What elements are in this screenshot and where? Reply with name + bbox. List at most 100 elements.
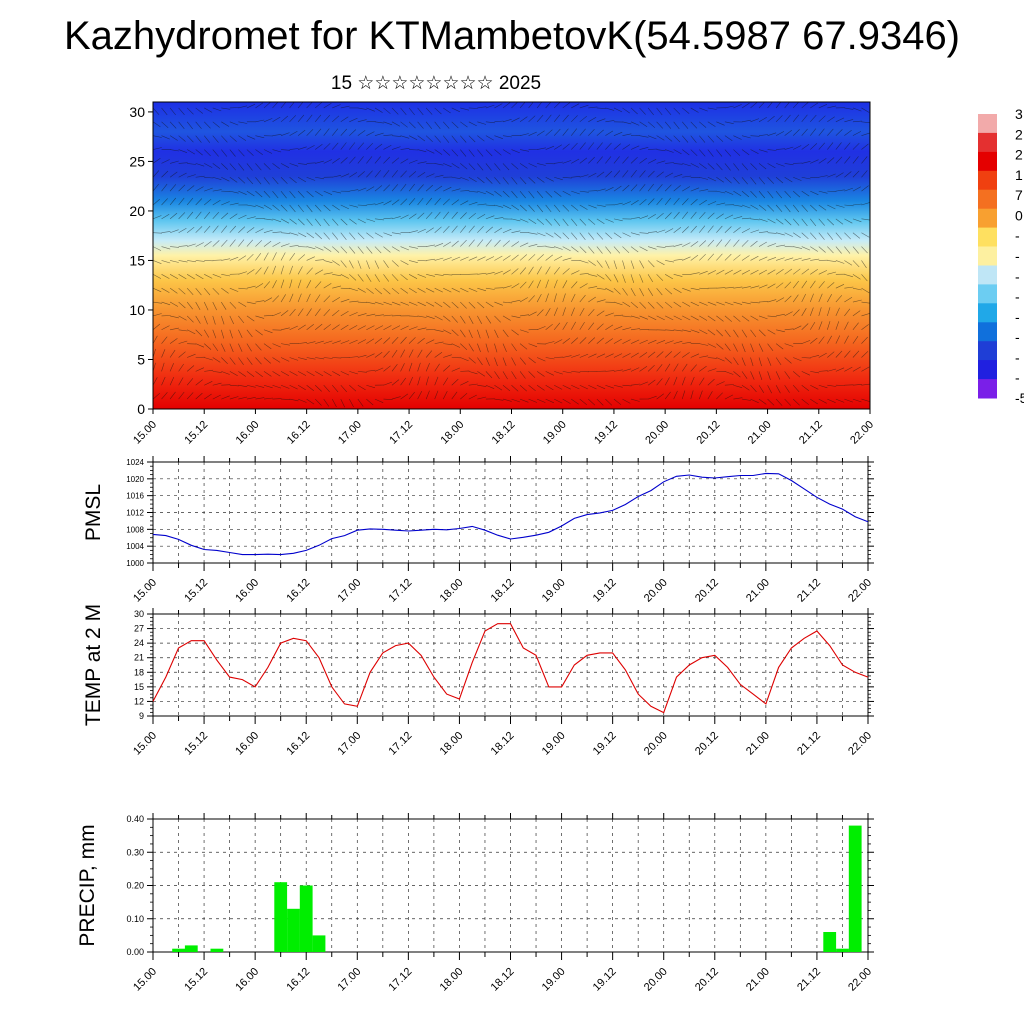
y-tick-label: 21 <box>134 653 144 663</box>
x-tick-label: 15.12 <box>182 966 210 994</box>
pmsl-panel: 1000 1004 1008 1012 1016 1020 1024 15.00 15.12 16… <box>82 456 874 605</box>
colorbar-label: - <box>1015 329 1020 345</box>
grid <box>152 461 869 564</box>
heatmap-x-tick-label: 18.00 <box>438 419 466 447</box>
y-tick-label: 27 <box>134 624 144 634</box>
precip-bar <box>287 908 300 952</box>
series-line <box>152 472 869 556</box>
heatmap-x-tick-label: 16.12 <box>285 419 313 447</box>
colorbar-label: 7 <box>1015 187 1023 203</box>
x-tick-label: 18.12 <box>489 577 517 605</box>
colorbar-label: - <box>1015 309 1020 325</box>
x-tick-label: 21.12 <box>795 577 823 605</box>
precip-bar <box>274 882 288 952</box>
page-title: Kazhydromet for KTMambetovK(54.5987 67.9… <box>63 14 961 58</box>
x-tick-label: 15.00 <box>131 730 159 758</box>
colorbar-swatch <box>978 265 997 285</box>
y-tick-label: 1024 <box>126 458 144 467</box>
colorbar-swatch <box>978 151 997 172</box>
colorbar: 3 2 2 1 7 0 - - - - - - - - -5 <box>978 106 1024 406</box>
colorbar-swatch <box>978 322 997 342</box>
wind-barbs <box>153 102 870 408</box>
x-tick-label: 19.12 <box>591 966 619 994</box>
colorbar-label: - <box>1015 349 1020 365</box>
colorbar-label: 2 <box>1015 147 1023 163</box>
y-tick-label: 0.20 <box>126 881 144 891</box>
colorbar-swatch <box>978 341 997 361</box>
x-tick-label: 16.00 <box>233 577 261 605</box>
heatmap-x-tick-label: 20.12 <box>695 419 723 447</box>
heatmap-y-tick-label: 15 <box>129 252 145 268</box>
heatmap-x-tick-label: 21.12 <box>797 419 825 447</box>
colorbar-swatch <box>978 170 997 191</box>
x-tick-label: 21.12 <box>795 966 823 994</box>
x-tick-label: 21.00 <box>744 966 772 994</box>
colorbar-label: - <box>1015 370 1020 386</box>
precip-bar <box>172 948 185 952</box>
heatmap-y-tick-label: 5 <box>137 351 145 367</box>
x-tick-label: 19.00 <box>540 577 568 605</box>
x-tick-label: 15.12 <box>182 730 210 758</box>
x-tick-label: 15.12 <box>182 577 210 605</box>
y-tick-label: 24 <box>134 638 144 648</box>
x-tick-label: 18.00 <box>438 577 466 605</box>
x-tick-label: 22.00 <box>846 730 874 758</box>
colorbar-label: 2 <box>1015 126 1023 142</box>
y-tick-label: 1004 <box>126 542 144 551</box>
y-tick-label: 1000 <box>126 559 144 568</box>
x-tick-label: 15.00 <box>131 966 159 994</box>
colorbar-label: - <box>1015 228 1020 244</box>
colorbar-swatch <box>978 360 997 380</box>
x-tick-label: 17.12 <box>387 577 415 605</box>
y-tick-label: 0.30 <box>126 847 144 857</box>
colorbar-swatch <box>978 379 997 399</box>
x-tick-label: 17.00 <box>335 730 363 758</box>
precip-bar <box>299 885 313 952</box>
y-tick-label: 0.10 <box>126 914 144 924</box>
x-tick-label: 19.12 <box>591 577 619 605</box>
x-tick-label: 21.00 <box>744 730 772 758</box>
y-axis-label: TEMP at 2 M <box>82 604 105 726</box>
y-tick-label: 12 <box>134 696 144 706</box>
colorbar-label: 0 <box>1015 207 1023 223</box>
x-tick-label: 16.00 <box>233 730 261 758</box>
precip-bar <box>823 932 837 952</box>
x-tick-label: 18.00 <box>438 966 466 994</box>
y-axis-label: PMSL <box>82 484 105 541</box>
heatmap-y-tick-label: 10 <box>129 302 145 318</box>
colorbar-label: -5 <box>1015 390 1024 406</box>
y-tick-label: 9 <box>139 711 144 721</box>
heatmap-x-tick-label: 17.00 <box>336 419 364 447</box>
grid <box>152 613 869 717</box>
heatmap-x-tick-label: 19.00 <box>541 419 569 447</box>
x-tick-label: 20.12 <box>693 577 721 605</box>
x-tick-label: 17.00 <box>335 966 363 994</box>
x-tick-label: 17.12 <box>387 966 415 994</box>
y-tick-label: 0.40 <box>126 814 144 824</box>
x-tick-label: 21.00 <box>744 577 772 605</box>
x-tick-label: 20.00 <box>642 577 670 605</box>
x-tick-label: 16.12 <box>284 966 312 994</box>
x-tick-label: 21.12 <box>795 730 823 758</box>
colorbar-swatch <box>978 189 997 210</box>
heatmap-x-tick-label: 19.12 <box>592 419 620 447</box>
x-tick-label: 19.00 <box>540 730 568 758</box>
heatmap-x-tick-label: 15.12 <box>182 419 210 447</box>
y-tick-label: 18 <box>134 667 144 677</box>
x-tick-label: 18.12 <box>489 966 517 994</box>
precip-bar <box>184 945 198 952</box>
x-tick-label: 15.00 <box>131 577 159 605</box>
temp-panel: 9 12 15 18 21 24 27 30 15.00 15.12 16.00 16.12 17.00… <box>82 604 874 758</box>
precip-bar <box>312 935 326 952</box>
x-tick-label: 19.12 <box>591 730 619 758</box>
colorbar-swatch <box>978 227 997 247</box>
colorbar-label: - <box>1015 289 1020 305</box>
colorbar-label: 1 <box>1015 167 1023 183</box>
heatmap-x-tick-label: 16.00 <box>234 419 262 447</box>
y-tick-label: 1020 <box>126 475 144 484</box>
x-tick-label: 20.00 <box>642 730 670 758</box>
colorbar-label: - <box>1015 248 1020 264</box>
colorbar-swatch <box>978 132 997 153</box>
x-tick-label: 20.12 <box>693 730 721 758</box>
